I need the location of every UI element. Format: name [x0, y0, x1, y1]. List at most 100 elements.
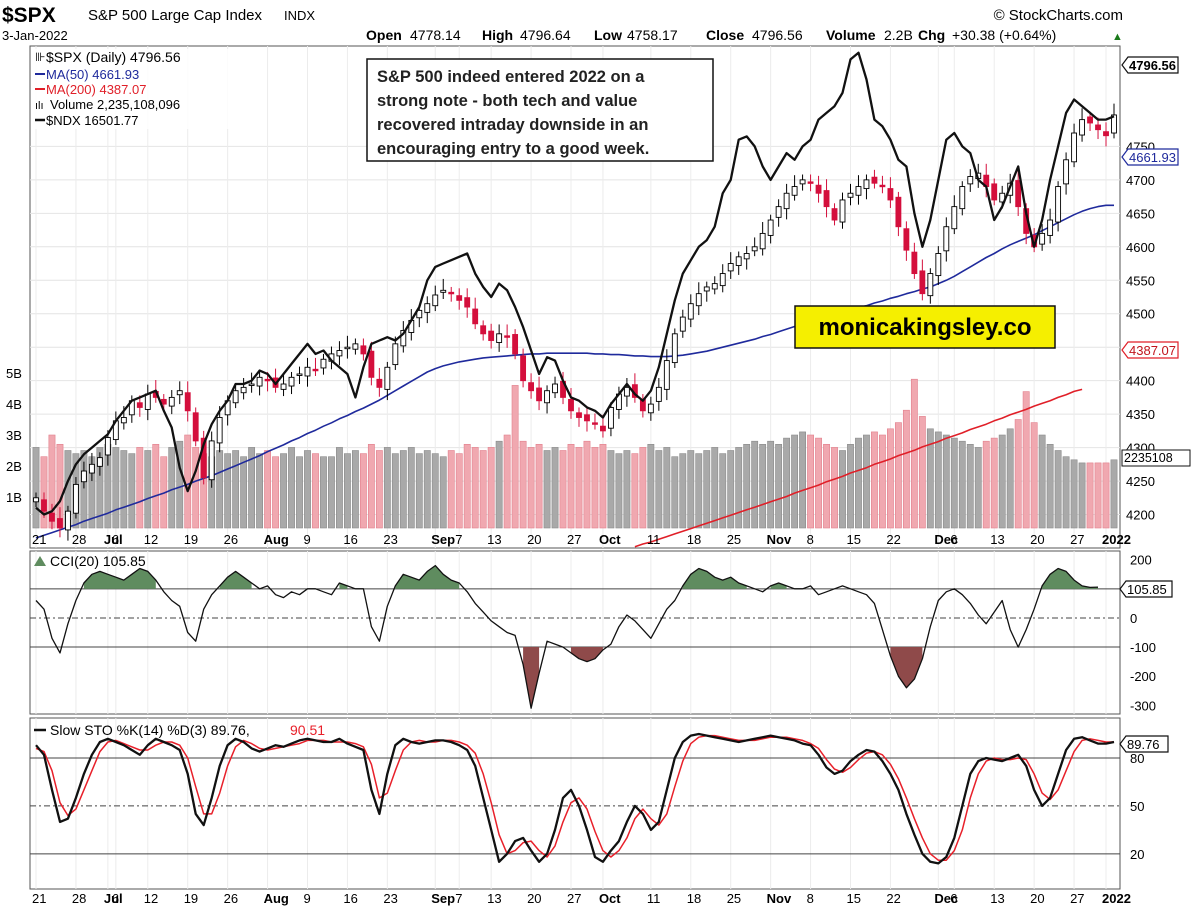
x-tick-label: 7: [455, 532, 462, 547]
volume-bar: [735, 447, 743, 529]
candle-body: [488, 330, 495, 341]
candle-body: [791, 186, 798, 196]
candle-body: [472, 308, 479, 325]
x-tick-label: 9: [303, 532, 310, 547]
x-tick-label: Nov: [767, 532, 792, 547]
candle-body: [120, 417, 127, 424]
x-tick-label: 22: [886, 532, 900, 547]
volume-bar: [1006, 428, 1014, 529]
volume-tick-label: 3B: [6, 428, 22, 443]
candle-body: [663, 360, 670, 390]
volume-tick-label: 1B: [6, 490, 22, 505]
cci-legend: CCI(20) 105.85: [34, 553, 146, 569]
candle-body: [743, 253, 750, 260]
candle-body: [839, 199, 846, 223]
candle-body: [903, 228, 910, 251]
volume-bar: [543, 450, 551, 529]
candle-body: [799, 179, 806, 185]
candle-body: [208, 440, 215, 481]
x-tick-label: 18: [687, 532, 701, 547]
annotation-line-1: S&P 500 indeed entered 2022 on a: [377, 68, 645, 86]
volume-bar: [775, 443, 783, 529]
candle-body: [1047, 219, 1054, 236]
sto-legend: Slow STO %K(14) %D(3) 89.76, 90.51: [34, 722, 325, 738]
cci-overbought-fill: [395, 565, 460, 589]
x-tick-label: 6: [112, 532, 119, 547]
x-tick-label: 25: [727, 532, 741, 547]
volume-bar: [639, 447, 647, 529]
candle-body: [232, 390, 239, 404]
candle-body: [592, 422, 598, 425]
candlesticks: [33, 103, 1117, 541]
volume-bar: [264, 450, 271, 529]
candle-body: [448, 291, 455, 295]
price-tag-frame: [1121, 56, 1179, 74]
candle-body: [767, 219, 774, 236]
chg-label: Chg: [918, 27, 945, 43]
volume-bar: [312, 453, 319, 529]
candle-body: [368, 350, 375, 378]
cci-tick-label: 0: [1130, 611, 1137, 626]
moving-averages: [35, 204, 1114, 548]
volume-bar: [1070, 459, 1078, 529]
volume-bar: [399, 450, 407, 529]
volume-bar: [503, 434, 511, 529]
volume-bar: [1094, 462, 1102, 529]
x-tick-label-bottom: 20: [527, 891, 541, 906]
volume-bar: [176, 440, 184, 529]
ma200-tag-frame: [1121, 341, 1179, 359]
candle-body: [544, 390, 550, 404]
cci-tick-label: -300: [1130, 698, 1156, 713]
volume-bar: [879, 434, 886, 529]
volume-bar: [823, 443, 830, 529]
volume-bar: [1030, 422, 1038, 529]
cci-layer: [35, 564, 1099, 709]
candle-body: [136, 402, 143, 408]
open-value: 4778.14: [410, 27, 461, 43]
volume-bar: [463, 443, 471, 529]
volume-bar: [982, 440, 990, 529]
x-tick-label: 23: [383, 532, 397, 547]
annotation-line-4: encouraging entry to a good week.: [377, 140, 649, 158]
candle-body: [1087, 116, 1093, 124]
volume-bar: [863, 434, 870, 529]
candle-body: [703, 286, 710, 292]
volume-bar: [256, 453, 263, 529]
volume-bar: [839, 450, 846, 529]
cci-area-icon: [34, 556, 46, 566]
volume-bar: [351, 450, 359, 529]
volume-bar: [383, 447, 391, 529]
cci-tick-label: -200: [1130, 669, 1156, 684]
price-tick-label: 4700: [1126, 173, 1155, 188]
x-tick-label-bottom: 27: [567, 891, 581, 906]
volume-bar: [958, 440, 966, 529]
candle-body: [536, 387, 542, 402]
x-tick-label-bottom: 27: [1070, 891, 1084, 906]
volume-bar: [990, 437, 998, 529]
volume-bar: [583, 440, 591, 529]
volume-bar: [894, 422, 902, 529]
volume-bar: [759, 443, 767, 529]
candle-body: [504, 335, 511, 338]
ma50-tag: 4661.93: [1129, 150, 1176, 165]
x-tick-label: Oct: [599, 532, 621, 547]
volume-icon: ılı: [35, 100, 44, 112]
x-tick-label-bottom: 15: [846, 891, 860, 906]
candle-body: [184, 392, 191, 412]
candle-body: [847, 192, 854, 198]
volume-bar: [248, 447, 256, 529]
x-tick-label: Jul: [104, 532, 123, 547]
volume-bar: [918, 416, 926, 529]
annotation-line-3: recovered intraday downside in an: [377, 116, 648, 134]
x-tick-label: 19: [184, 532, 198, 547]
sto-legend-d: 90.51: [290, 722, 325, 738]
candle-body: [456, 295, 463, 301]
volume-bar: [519, 440, 527, 529]
volume-bar: [831, 447, 838, 529]
exchange: INDX: [284, 8, 315, 23]
volume-tick-label: 4B: [6, 397, 22, 412]
volume-bar: [495, 440, 503, 529]
candle-body: [1063, 159, 1070, 185]
